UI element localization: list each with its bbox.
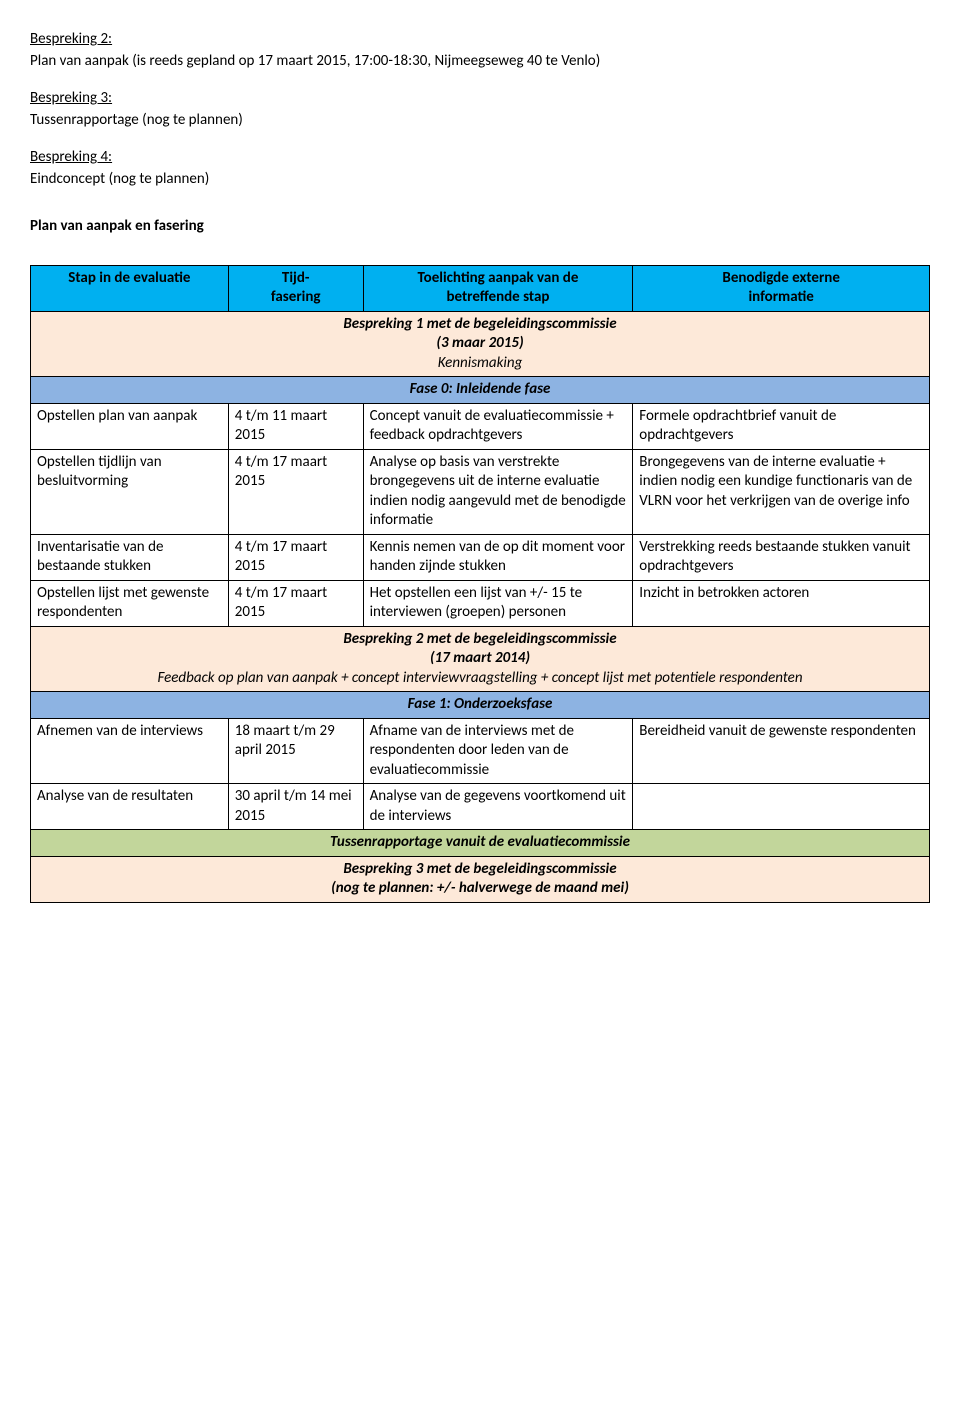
document-page: Bespreking 2: Plan van aanpak (is reeds …: [0, 0, 960, 933]
tussenrapportage-row: Tussenrapportage vanuit de evaluatiecomm…: [31, 830, 930, 857]
bespreking-4-text: Eindconcept (nog te plannen): [30, 170, 930, 190]
table-cell: Analyse van de gegevens voortkomend uit …: [363, 784, 633, 830]
table-cell: 4 t/m 17 maart 2015: [228, 449, 363, 534]
milestone-3-row: Bespreking 3 met de begeleidingscommissi…: [31, 856, 930, 902]
table-cell: Opstellen tijdlijn van besluitvorming: [31, 449, 229, 534]
phase-0-cell: Fase 0: Inleidende fase: [31, 377, 930, 404]
col-header-tijdfasering: Tijd- fasering: [228, 265, 363, 311]
col-header-toelichting: Toelichting aanpak van de betreffende st…: [363, 265, 633, 311]
table-cell: Inzicht in betrokken actoren: [633, 580, 930, 626]
table-cell: [633, 784, 930, 830]
table-row: Opstellen tijdlijn van besluitvorming4 t…: [31, 449, 930, 534]
milestone-3-cell: Bespreking 3 met de begeleidingscommissi…: [31, 856, 930, 902]
plan-heading: Plan van aanpak en fasering: [30, 217, 930, 237]
table-cell: Afnemen van de interviews: [31, 718, 229, 784]
col-header-benodigde-line2: informatie: [748, 288, 813, 306]
table-cell: Kennis nemen van de op dit moment voor h…: [363, 534, 633, 580]
bespreking-3-block: Bespreking 3: Tussenrapportage (nog te p…: [30, 89, 930, 130]
table-header-row: Stap in de evaluatie Tijd- fasering Toel…: [31, 265, 930, 311]
table-cell: Verstrekking reeds bestaande stukken van…: [633, 534, 930, 580]
milestone-1-row: Bespreking 1 met de begeleidingscommissi…: [31, 311, 930, 377]
table-row: Opstellen lijst met gewenste respondente…: [31, 580, 930, 626]
milestone-1-cell: Bespreking 1 met de begeleidingscommissi…: [31, 311, 930, 377]
table-cell: Bereidheid vanuit de gewenste respondent…: [633, 718, 930, 784]
col-header-tijd-line1: Tijd-: [282, 269, 310, 287]
table-cell: 30 april t/m 14 mei 2015: [228, 784, 363, 830]
fasering-table: Stap in de evaluatie Tijd- fasering Toel…: [30, 265, 930, 903]
col-header-benodigde-line1: Benodigde externe: [722, 269, 839, 287]
milestone-1-line3: Kennismaking: [438, 354, 523, 372]
phase-1-cell: Fase 1: Onderzoeksfase: [31, 692, 930, 719]
bespreking-4-block: Bespreking 4: Eindconcept (nog te planne…: [30, 148, 930, 189]
phase-1-row: Fase 1: Onderzoeksfase: [31, 692, 930, 719]
table-cell: Opstellen lijst met gewenste respondente…: [31, 580, 229, 626]
table-cell: Opstellen plan van aanpak: [31, 403, 229, 449]
table-cell: 4 t/m 17 maart 2015: [228, 580, 363, 626]
bespreking-2-block: Bespreking 2: Plan van aanpak (is reeds …: [30, 30, 930, 71]
plan-heading-block: Plan van aanpak en fasering: [30, 217, 930, 237]
table-cell: Inventarisatie van de bestaande stukken: [31, 534, 229, 580]
milestone-2-cell: Bespreking 2 met de begeleidingscommissi…: [31, 626, 930, 692]
col-header-toelichting-line1: Toelichting aanpak van de: [418, 269, 579, 287]
table-cell: Brongegevens van de interne evaluatie + …: [633, 449, 930, 534]
bespreking-2-title: Bespreking 2:: [30, 30, 930, 50]
bespreking-4-title: Bespreking 4:: [30, 148, 930, 168]
table-row: Analyse van de resultaten30 april t/m 14…: [31, 784, 930, 830]
milestone-2-line1: Bespreking 2 met de begeleidingscommissi…: [343, 630, 616, 648]
table-row: Afnemen van de interviews18 maart t/m 29…: [31, 718, 930, 784]
milestone-3-line2: (nog te plannen: +/- halverwege de maand…: [331, 879, 629, 897]
table-row: Inventarisatie van de bestaande stukken4…: [31, 534, 930, 580]
table-cell: Analyse van de resultaten: [31, 784, 229, 830]
col-header-toelichting-line2: betreffende stap: [446, 288, 549, 306]
tussenrapportage-cell: Tussenrapportage vanuit de evaluatiecomm…: [31, 830, 930, 857]
col-header-benodigde: Benodigde externe informatie: [633, 265, 930, 311]
bespreking-2-text: Plan van aanpak (is reeds gepland op 17 …: [30, 52, 930, 72]
bespreking-3-title: Bespreking 3:: [30, 89, 930, 109]
bespreking-3-text: Tussenrapportage (nog te plannen): [30, 111, 930, 131]
table-cell: 4 t/m 17 maart 2015: [228, 534, 363, 580]
col-header-tijd-line2: fasering: [271, 288, 321, 306]
table-cell: Het opstellen een lijst van +/- 15 te in…: [363, 580, 633, 626]
table-cell: Formele opdrachtbrief vanuit de opdracht…: [633, 403, 930, 449]
milestone-1-line1: Bespreking 1 met de begeleidingscommissi…: [343, 315, 616, 333]
phase-0-row: Fase 0: Inleidende fase: [31, 377, 930, 404]
table-cell: Analyse op basis van verstrekte brongege…: [363, 449, 633, 534]
table-cell: 4 t/m 11 maart 2015: [228, 403, 363, 449]
table-cell: Afname van de interviews met de responde…: [363, 718, 633, 784]
col-header-stap: Stap in de evaluatie: [31, 265, 229, 311]
table-cell: Concept vanuit de evaluatiecommissie + f…: [363, 403, 633, 449]
milestone-2-line2: (17 maart 2014): [430, 649, 530, 667]
milestone-2-line3: Feedback op plan van aanpak + concept in…: [157, 669, 802, 687]
milestone-2-row: Bespreking 2 met de begeleidingscommissi…: [31, 626, 930, 692]
table-row: Opstellen plan van aanpak4 t/m 11 maart …: [31, 403, 930, 449]
milestone-3-line1: Bespreking 3 met de begeleidingscommissi…: [343, 860, 616, 878]
table-cell: 18 maart t/m 29 april 2015: [228, 718, 363, 784]
milestone-1-line2: (3 maar 2015): [436, 334, 523, 352]
